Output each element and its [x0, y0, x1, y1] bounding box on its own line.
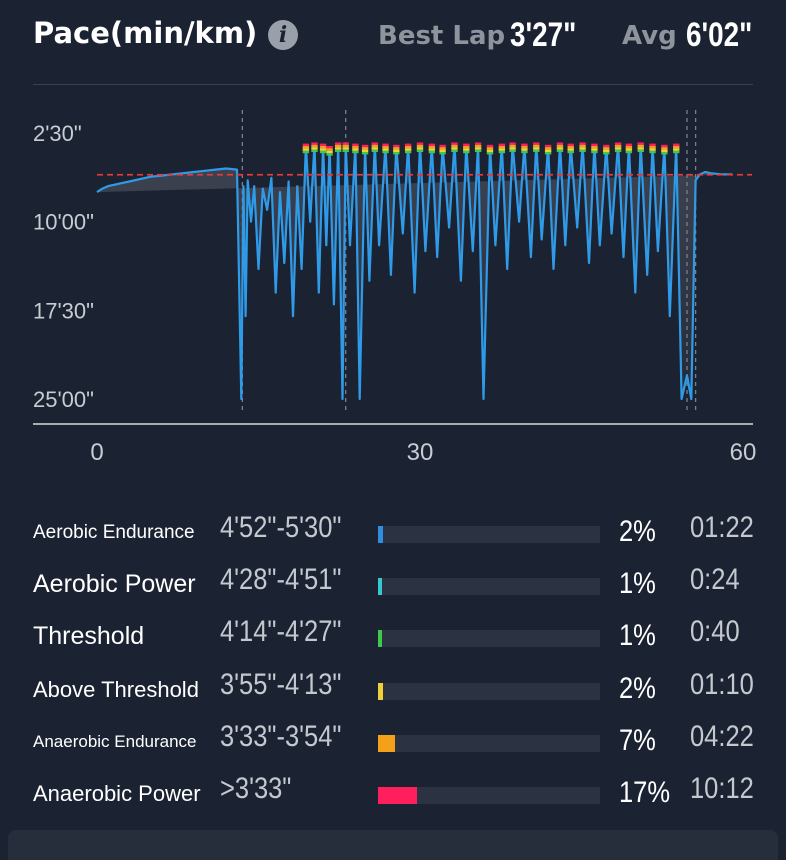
page-title: Pace(min/km): [33, 16, 258, 50]
zone-range: 3'55"-4'13": [220, 668, 342, 701]
zone-name: Above Threshold: [33, 676, 199, 702]
zone-name: Aerobic Power: [33, 570, 196, 598]
zone-time: 0:24: [690, 563, 740, 596]
x-tick-label: 0: [90, 439, 103, 466]
zone-bar-fill: [378, 526, 384, 543]
x-tick-label: 60: [730, 439, 757, 466]
zone-time: 01:22: [690, 511, 754, 544]
pace-line: [96, 142, 733, 401]
y-tick-label: 25'00": [33, 387, 94, 412]
zone-row: Anaerobic Power >3'33" 17% 10:12: [0, 770, 786, 822]
zone-bar-fill: [378, 630, 382, 647]
zone-row: Aerobic Endurance 4'52"-5'30" 2% 01:22: [0, 509, 786, 561]
zone-bar-track: [378, 526, 600, 543]
zone-range: >3'33": [220, 772, 292, 805]
best-lap-label: Best Lap: [378, 21, 506, 51]
zone-range: 4'14"-4'27": [220, 615, 342, 648]
y-tick-label: 17'30": [33, 298, 94, 323]
y-tick-label: 2'30": [33, 121, 82, 146]
zone-name: Threshold: [33, 622, 145, 650]
zone-percent: 2%: [619, 672, 656, 705]
zone-row: Aerobic Power 4'28"-4'51" 1% 0:24: [0, 561, 786, 613]
zone-bar-track: [378, 578, 600, 595]
x-tick-label: 30: [407, 439, 434, 466]
bottom-panel: [8, 830, 778, 860]
zone-percent: 1%: [619, 567, 656, 600]
chart-series: [96, 142, 733, 401]
zone-bar-fill: [378, 735, 395, 752]
header-divider: [33, 84, 753, 85]
zone-bar-track: [378, 735, 600, 752]
zone-time: 04:22: [690, 720, 754, 753]
pace-header: Pace(min/km) i Best Lap 3'27" Avg 6'02": [0, 0, 786, 70]
zone-bar-fill: [378, 578, 382, 595]
zone-percent: 7%: [619, 724, 656, 757]
zone-percent: 2%: [619, 515, 656, 548]
zone-range: 4'28"-4'51": [220, 563, 342, 596]
avg-value: 6'02": [686, 16, 753, 54]
chart-labels: 2'30" 10'00" 17'30" 25'00" 0 30 60: [33, 121, 756, 466]
zone-row: Above Threshold 3'55"-4'13" 2% 01:10: [0, 666, 786, 718]
zone-bar-fill: [378, 683, 384, 700]
zone-bar-track: [378, 787, 600, 804]
zone-range: 4'52"-5'30": [220, 511, 342, 544]
avg-label: Avg: [622, 21, 677, 51]
zone-percent: 17%: [619, 776, 671, 809]
zone-name: Anaerobic Power: [33, 780, 201, 806]
zone-row: Threshold 4'14"-4'27" 1% 0:40: [0, 613, 786, 665]
y-tick-label: 10'00": [33, 210, 94, 235]
info-icon[interactable]: i: [268, 20, 298, 50]
zone-bar-track: [378, 630, 600, 647]
zone-time: 10:12: [690, 772, 754, 805]
best-lap-value: 3'27": [510, 16, 577, 54]
pace-chart: 2'30" 10'00" 17'30" 25'00" 0 30 60: [33, 110, 756, 466]
zone-name: Aerobic Endurance: [33, 521, 195, 543]
zone-name: Anaerobic Endurance: [33, 731, 197, 751]
zone-bar-fill: [378, 787, 417, 804]
zone-time: 0:40: [690, 615, 740, 648]
zone-row: Anaerobic Endurance 3'33"-3'54" 7% 04:22: [0, 718, 786, 770]
zone-range: 3'33"-3'54": [220, 720, 342, 753]
zone-time: 01:10: [690, 668, 754, 701]
zone-percent: 1%: [619, 619, 656, 652]
zone-bar-track: [378, 683, 600, 700]
